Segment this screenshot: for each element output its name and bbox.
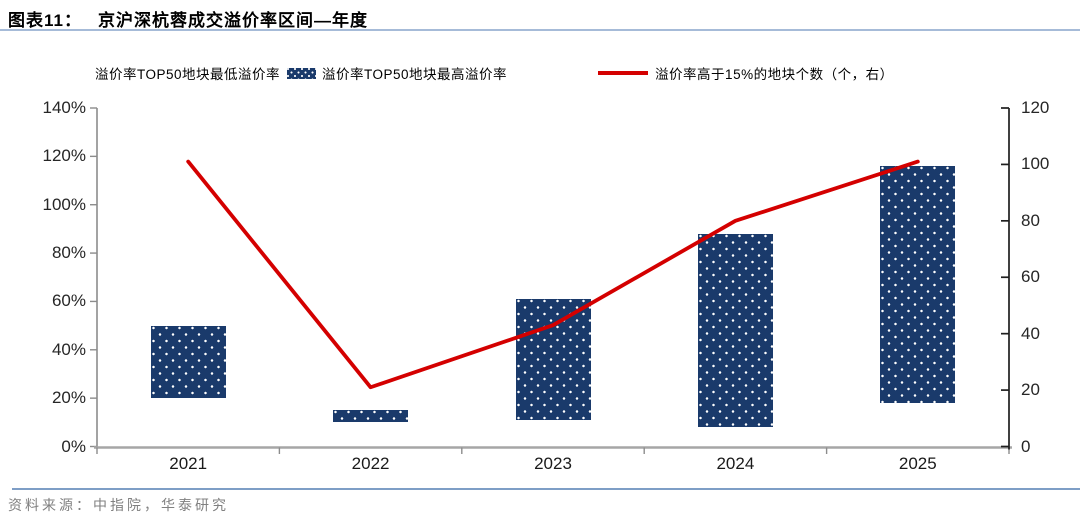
legend-label-plot-count: 溢价率高于15%的地块个数（个，右）: [655, 67, 894, 82]
left-axis-tick-label: 40%: [51, 339, 86, 359]
bar-2024: [697, 233, 773, 428]
x-axis-label: 2024: [716, 454, 755, 473]
right-axis-tick-label: 40: [1021, 323, 1040, 343]
left-axis-tick-label: 140%: [42, 98, 86, 117]
x-axis-label: 2021: [169, 454, 208, 473]
legend-item-min-premium: 溢价率TOP50地块最低溢价率: [60, 63, 280, 83]
legend-dotted-bar-icon: [287, 67, 317, 79]
left-axis-tick-label: 100%: [42, 194, 86, 214]
title-underline: [0, 29, 1080, 31]
right-axis-tick-label: 20: [1021, 380, 1040, 400]
right-axis-tick-label: 80: [1021, 210, 1040, 230]
x-axis-label: 2022: [351, 454, 390, 473]
right-axis-tick-label: 120: [1021, 98, 1050, 117]
legend-item-max-premium: 溢价率TOP50地块最高溢价率: [287, 63, 507, 83]
x-axis-label: 2025: [898, 454, 937, 473]
legend-label-max-premium: 溢价率TOP50地块最高溢价率: [322, 67, 508, 82]
bar-2025: [880, 166, 956, 403]
legend-red-line-icon: [598, 71, 649, 75]
legend-label-min-premium: 溢价率TOP50地块最低溢价率: [95, 67, 281, 82]
left-axis-tick-label: 60%: [51, 291, 86, 311]
left-axis-tick-label: 80%: [51, 243, 86, 263]
left-axis-tick-label: 120%: [42, 146, 86, 166]
right-axis-tick-label: 100: [1021, 154, 1050, 174]
legend-item-plot-count: 溢价率高于15%的地块个数（个，右）: [598, 63, 894, 83]
left-axis-tick-label: 0%: [61, 436, 86, 456]
source-text: 资料来源：中指院，华泰研究: [8, 497, 229, 513]
footer-divider: [12, 488, 1080, 490]
bar-2021: [150, 325, 226, 399]
chart-header: 图表11： 京沪深杭蓉成交溢价率区间—年度: [8, 6, 368, 31]
right-axis-tick-label: 0: [1021, 436, 1031, 456]
bar-2022: [333, 410, 409, 423]
chart-legend: 溢价率TOP50地块最低溢价率 溢价率TOP50地块最高溢价率 溢价率高于15%…: [60, 62, 901, 84]
figure-title: 京沪深杭蓉成交溢价率区间—年度: [97, 11, 368, 30]
x-axis-label: 2023: [534, 454, 572, 473]
bar-2023: [515, 299, 591, 420]
figure-label: 图表11：: [8, 11, 82, 30]
left-axis-tick-label: 20%: [51, 388, 86, 408]
right-axis-tick-label: 60: [1021, 267, 1040, 287]
